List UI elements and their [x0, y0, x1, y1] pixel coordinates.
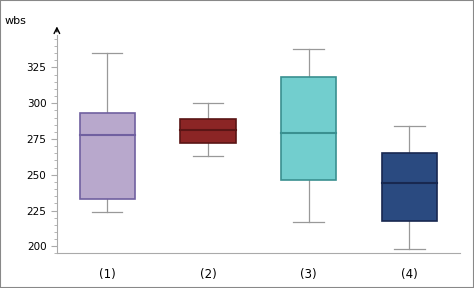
Text: (3): (3)	[301, 268, 317, 281]
Text: wbs: wbs	[5, 16, 27, 26]
Bar	[180, 119, 236, 143]
Bar	[80, 113, 135, 199]
Text: (2): (2)	[200, 268, 216, 281]
Bar	[281, 77, 337, 181]
Text: (4): (4)	[401, 268, 418, 281]
Text: (1): (1)	[99, 268, 116, 281]
Bar	[382, 153, 437, 221]
